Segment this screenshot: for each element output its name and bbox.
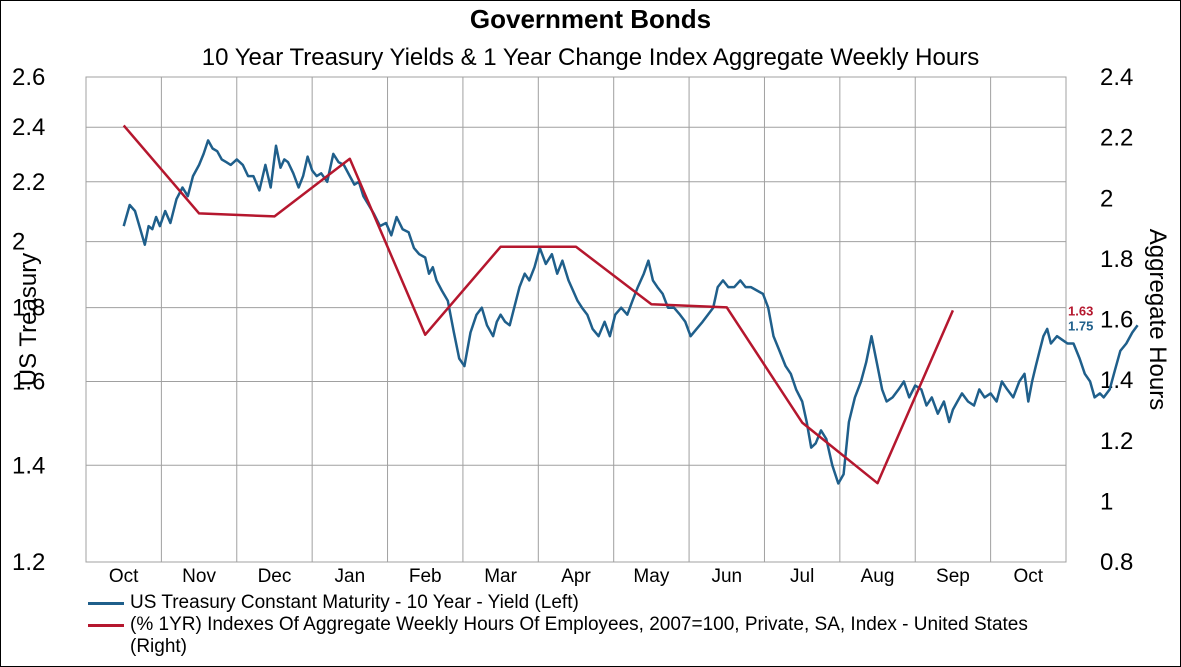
left-axis-tick-label: 1.4 (12, 452, 45, 479)
left-axis-tick-label: 1.8 (12, 295, 45, 322)
x-axis-tick-label: Oct (109, 566, 139, 587)
chart-subtitle: 10 Year Treasury Yields & 1 Year Change … (201, 44, 980, 71)
left-axis-tick-label: 1.6 (12, 369, 45, 396)
x-axis-tick-label: Aug (861, 566, 895, 587)
x-axis-tick-label: Jul (790, 566, 814, 587)
legend: US Treasury Constant Maturity - 10 Year … (88, 592, 1030, 658)
legend-label-hours: (% 1YR) Indexes Of Aggregate Weekly Hour… (130, 614, 1028, 657)
series-line-hours (122, 124, 955, 485)
plot-area (85, 76, 1067, 563)
x-axis-tick-label: May (633, 566, 669, 587)
left-axis-tick-label: 2.6 (12, 64, 45, 91)
legend-item-hours: (% 1YR) Indexes Of Aggregate Weekly Hour… (88, 614, 1030, 658)
x-axis-tick-label: Oct (1014, 566, 1044, 587)
legend-swatch-treasury (88, 602, 124, 605)
left-axis-tick-label: 1.2 (12, 549, 45, 576)
right-axis-tick-label: 1 (1100, 488, 1113, 515)
right-axis-tick-label: 1.2 (1100, 428, 1133, 455)
chart-title: Government Bonds (469, 4, 712, 34)
legend-item-treasury: US Treasury Constant Maturity - 10 Year … (88, 592, 1030, 614)
x-axis-tick-label: Jun (711, 566, 742, 587)
x-axis-tick-label: Jan (335, 566, 366, 587)
right-axis-tick-label: 2 (1100, 185, 1113, 212)
last-value-label-hours: 1.63 (1068, 303, 1093, 318)
x-axis-tick-label: Sep (936, 566, 970, 587)
left-axis-tick-label: 2.4 (12, 114, 45, 141)
right-axis-tick-label: 1.8 (1100, 246, 1133, 273)
last-value-label-treasury: 1.75 (1068, 318, 1093, 333)
legend-label-treasury: US Treasury Constant Maturity - 10 Year … (130, 592, 579, 613)
right-axis-tick-label: 1.6 (1100, 307, 1133, 334)
x-axis-tick-label: Apr (561, 566, 591, 587)
right-axis-tick-label: 2.2 (1100, 125, 1133, 152)
x-axis-tick-label: Mar (484, 566, 517, 587)
right-axis-tick-label: 2.4 (1100, 64, 1133, 91)
right-axis-tick-label: 1.4 (1100, 367, 1133, 394)
right-axis-title: Aggregate Hours (1144, 229, 1171, 410)
x-axis-tick-label: Dec (258, 566, 292, 587)
legend-swatch-hours (88, 624, 124, 627)
x-axis-tick-label: Nov (182, 566, 216, 587)
right-axis-tick-label: 0.8 (1100, 549, 1133, 576)
series-line-treasury (122, 139, 1139, 485)
left-axis-title: US Treasury (15, 253, 42, 386)
left-axis-tick-label: 2 (12, 229, 25, 256)
x-axis-tick-label: Feb (409, 566, 442, 587)
left-axis-tick-label: 2.2 (12, 169, 45, 196)
